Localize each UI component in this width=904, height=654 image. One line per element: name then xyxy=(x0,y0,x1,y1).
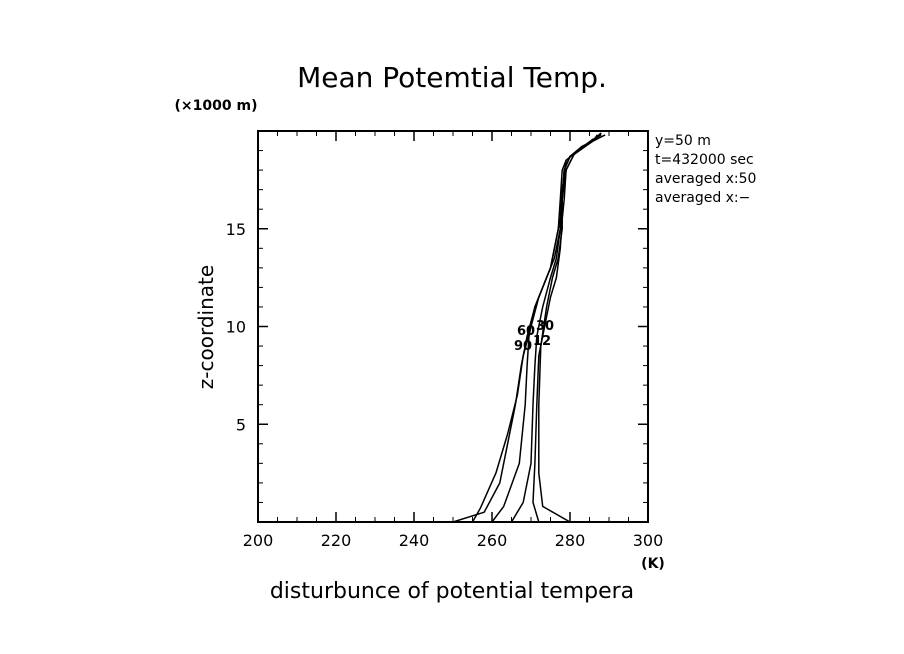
series-line xyxy=(510,134,602,522)
x-tick-label: 300 xyxy=(633,531,664,550)
y-unit-label: (×1000 m) xyxy=(175,98,258,114)
x-tick-label: 200 xyxy=(243,531,274,550)
contour-label: 12 xyxy=(533,334,551,349)
contour-label: 30 xyxy=(536,319,554,334)
series-group xyxy=(452,132,606,522)
annotation-mask xyxy=(778,128,904,208)
y-axis-label: z-coordinate xyxy=(194,265,218,389)
annotation-line: averaged x:50 xyxy=(655,171,756,187)
tick-group: 200 220 240 260 280 300 5 10 15 xyxy=(226,131,664,550)
x-unit-label: (K) xyxy=(641,556,665,572)
annotation-line: y=50 m xyxy=(655,133,711,149)
plot-frame xyxy=(257,130,649,523)
contour-label: 60 xyxy=(517,324,535,339)
contour-label: 90 xyxy=(514,339,532,354)
y-tick-label: 15 xyxy=(226,220,246,239)
series-line xyxy=(538,134,598,522)
y-tick-label: 10 xyxy=(226,318,246,337)
annotation-line: averaged x:− xyxy=(655,190,750,206)
annotation-line: t=432000 sec xyxy=(655,152,754,168)
y-tick-label: 5 xyxy=(236,415,246,434)
x-tick-label: 280 xyxy=(555,531,586,550)
annotation-group: y=50 m t=432000 sec averaged x:50 averaged … xyxy=(655,128,904,208)
chart-title: Mean Potemtial Temp. xyxy=(297,61,607,94)
x-tick-label: 220 xyxy=(321,531,352,550)
x-tick-label: 260 xyxy=(477,531,508,550)
x-axis-label: disturbunce of potential tempera xyxy=(270,579,634,604)
contour-label-group: 90 60 30 12 xyxy=(514,319,554,354)
x-tick-label: 240 xyxy=(399,531,430,550)
